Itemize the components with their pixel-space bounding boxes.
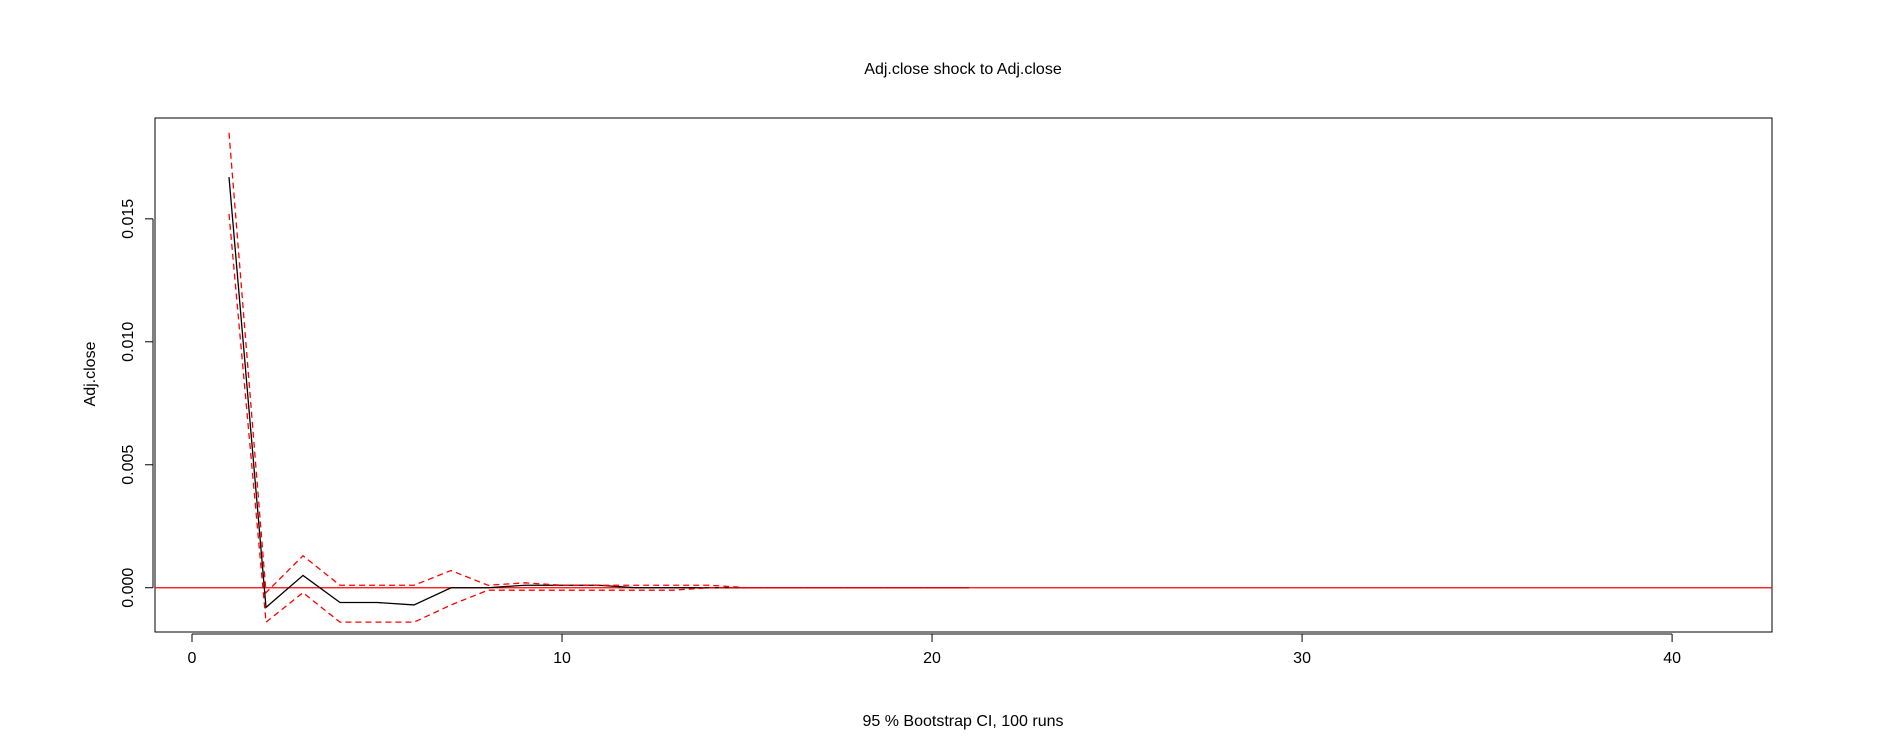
y-tick-label: 0.005 bbox=[120, 445, 137, 485]
series-line-irf bbox=[228, 176, 970, 609]
chart-title: Adj.close shock to Adj.close bbox=[864, 61, 1062, 78]
y-axis-label: Adj.close bbox=[82, 341, 99, 406]
x-tick-label: 0 bbox=[188, 650, 197, 667]
x-axis: 0 10 20 30 40 bbox=[188, 633, 1681, 667]
x-axis-label: 95 % Bootstrap CI, 100 runs bbox=[863, 713, 1064, 730]
y-tick-label: 0.000 bbox=[120, 568, 137, 608]
y-tick-label: 0.010 bbox=[120, 322, 137, 362]
x-tick-label: 10 bbox=[553, 650, 571, 667]
x-tick-label: 20 bbox=[923, 650, 941, 667]
y-tick-label: 0.015 bbox=[120, 199, 137, 239]
plot-frame bbox=[154, 117, 1773, 633]
series-line-upper bbox=[228, 132, 970, 595]
x-tick-label: 40 bbox=[1663, 650, 1681, 667]
series-layer bbox=[228, 132, 970, 624]
y-axis: 0.000 0.005 0.010 0.015 bbox=[120, 199, 154, 608]
x-tick-label: 30 bbox=[1293, 650, 1311, 667]
series-line-lower bbox=[228, 213, 970, 624]
